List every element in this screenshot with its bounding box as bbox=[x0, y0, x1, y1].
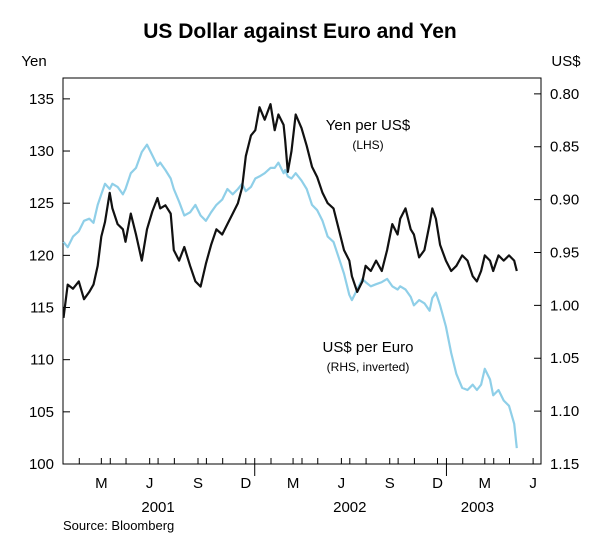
right-tick-label: 1.05 bbox=[550, 350, 579, 367]
x-month-label: J bbox=[146, 475, 154, 492]
right-tick-label: 0.85 bbox=[550, 139, 579, 156]
left-tick-label: 125 bbox=[29, 195, 54, 212]
right-axis: 0.80 0.85 0.90 0.95 1.00 1.05 1.10 1.15 bbox=[534, 86, 579, 473]
left-tick-label: 130 bbox=[29, 143, 54, 160]
annotation-euro: US$ per Euro (RHS, inverted) bbox=[323, 339, 414, 374]
x-axis: M J S D M J S D M J 2001 2002 2003 bbox=[78, 458, 537, 516]
annotation-euro-subtitle: (RHS, inverted) bbox=[327, 360, 410, 374]
x-month-label: D bbox=[432, 475, 443, 492]
right-tick-label: 1.15 bbox=[550, 456, 579, 473]
plot-area bbox=[62, 77, 542, 465]
annotation-yen: Yen per US$ (LHS) bbox=[326, 117, 411, 152]
left-tick-label: 100 bbox=[29, 456, 54, 473]
x-month-label: J bbox=[338, 475, 346, 492]
left-axis: 100 105 110 115 120 125 130 135 bbox=[29, 91, 70, 473]
x-year-label: 2003 bbox=[461, 499, 494, 516]
right-tick-label: 0.90 bbox=[550, 192, 579, 209]
x-month-label: M bbox=[287, 475, 300, 492]
source-note: Source: Bloomberg bbox=[63, 518, 174, 533]
x-month-label: M bbox=[479, 475, 492, 492]
annotation-yen-subtitle: (LHS) bbox=[352, 138, 383, 152]
right-axis-unit: US$ bbox=[551, 53, 581, 70]
x-month-label: S bbox=[385, 475, 395, 492]
series-line-yen-per-usd bbox=[62, 103, 518, 319]
x-month-label: S bbox=[193, 475, 203, 492]
left-tick-label: 135 bbox=[29, 91, 54, 108]
x-year-label: 2002 bbox=[333, 499, 366, 516]
x-month-label: D bbox=[240, 475, 251, 492]
x-year-label: 2001 bbox=[141, 499, 174, 516]
left-axis-unit: Yen bbox=[21, 53, 46, 70]
right-tick-label: 1.10 bbox=[550, 403, 579, 420]
left-tick-label: 110 bbox=[30, 352, 54, 369]
left-tick-label: 120 bbox=[29, 247, 54, 264]
right-tick-label: 1.00 bbox=[550, 297, 579, 314]
right-tick-label: 0.95 bbox=[550, 244, 579, 261]
x-month-label: M bbox=[95, 475, 108, 492]
left-tick-label: 105 bbox=[29, 404, 54, 421]
series-line-usd-per-euro bbox=[62, 143, 518, 449]
chart-title: US Dollar against Euro and Yen bbox=[143, 20, 457, 43]
annotation-euro-title: US$ per Euro bbox=[323, 339, 414, 356]
right-tick-label: 0.80 bbox=[550, 86, 579, 103]
left-tick-label: 115 bbox=[30, 300, 54, 317]
x-month-label: J bbox=[529, 475, 537, 492]
annotation-yen-title: Yen per US$ bbox=[326, 117, 411, 134]
